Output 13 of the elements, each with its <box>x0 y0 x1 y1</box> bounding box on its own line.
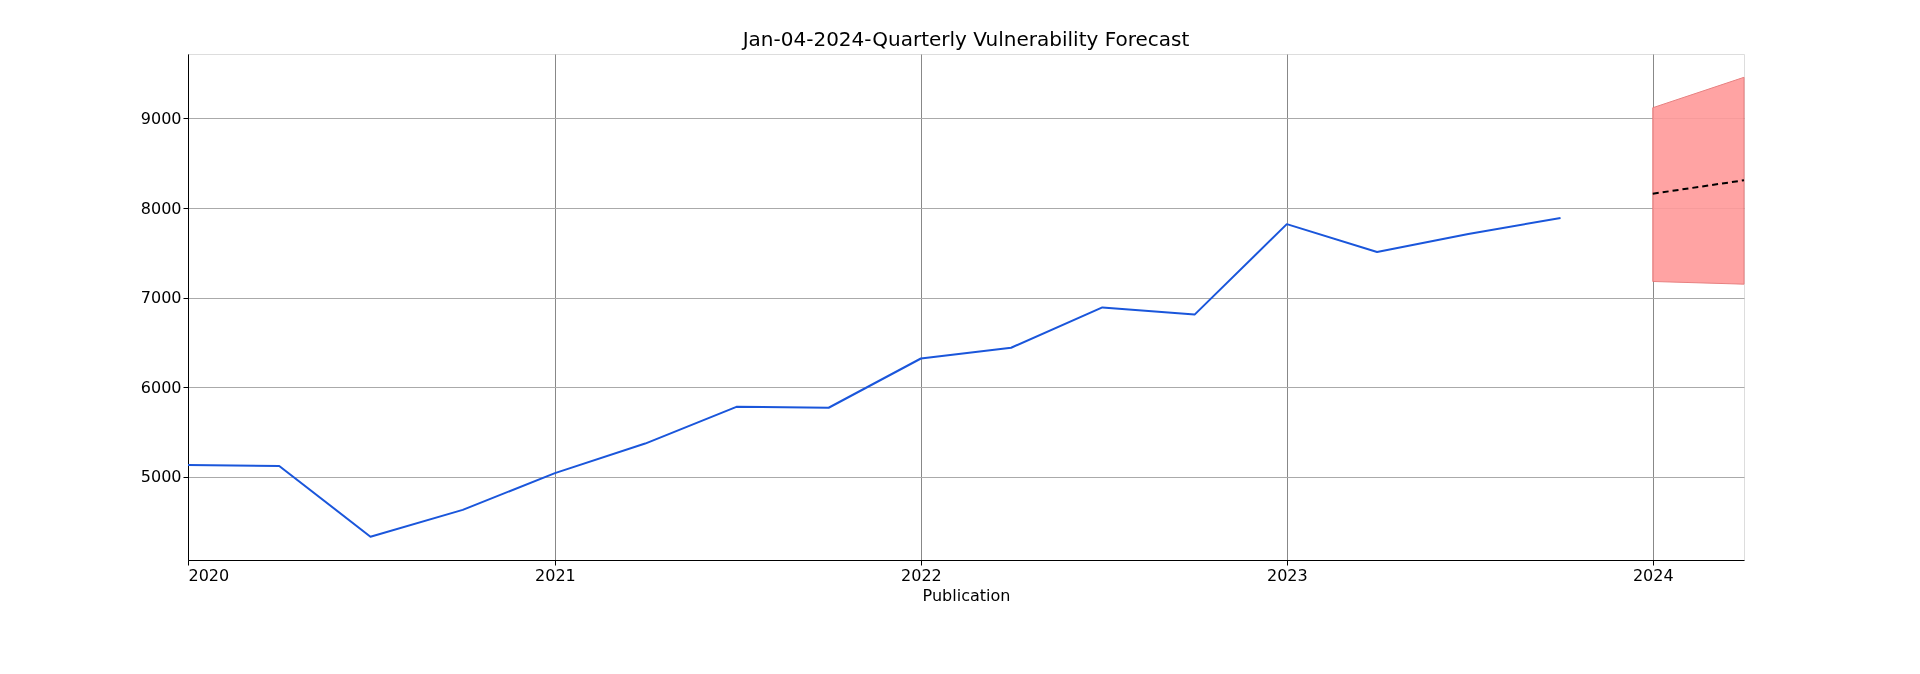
y-tick-label: 6000 <box>140 377 182 397</box>
y-tick-label: 9000 <box>140 108 182 128</box>
x-tick-label: 2022 <box>901 565 942 585</box>
x-tick-label: 2024 <box>1632 565 1674 585</box>
x-axis-title: Publication <box>922 585 1011 605</box>
y-tick-label: 5000 <box>140 467 182 487</box>
x-tick-label: 2023 <box>1266 565 1308 585</box>
y-tick-label: 7000 <box>140 288 182 308</box>
line-series <box>187 216 1562 538</box>
y-tick-label: 8000 <box>140 198 182 218</box>
x-tick-label: 2020 <box>188 565 230 585</box>
x-tick-label: 2021 <box>535 565 576 585</box>
chart-title: Jan-04-2024-Quarterly Vulnerability Forecast <box>740 27 1190 51</box>
